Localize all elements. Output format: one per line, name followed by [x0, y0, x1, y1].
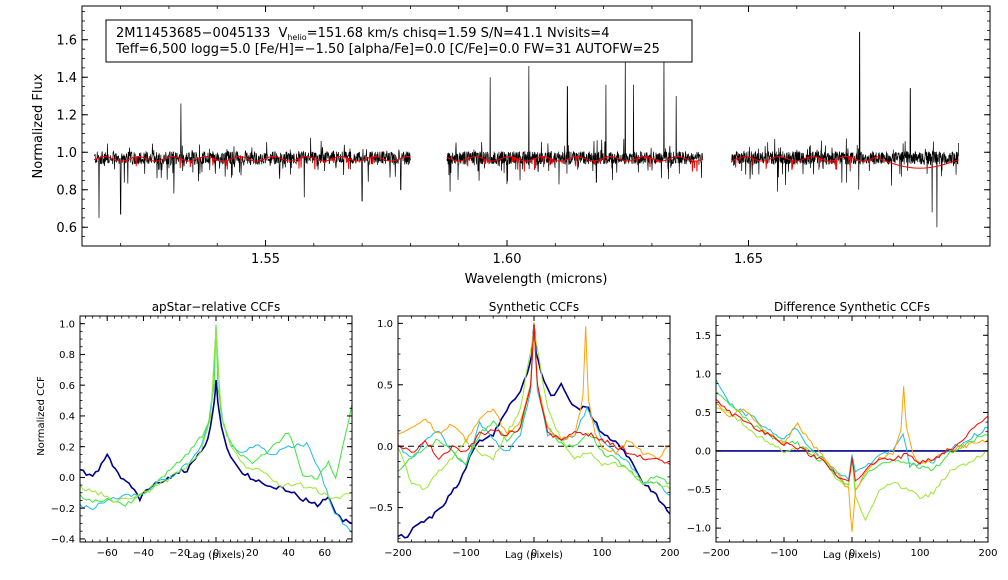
synthetic-ccf-panel: −200 −100 0 100 200 −0.5 0.0 0.5 1.0 Synthetic C…: [369, 300, 680, 561]
apstar-xtick-label: 60: [318, 548, 331, 559]
apstar-xtick-label: 40: [282, 548, 295, 559]
spectrum-ytick-label: 1.6: [56, 33, 77, 48]
difference-ccf-panel: −200 −100 0 100 200 −1.0 −0.5 0.0 0.5 1.0 1.5 Diff…: [687, 300, 998, 561]
spectrum-xtick-label: 1.65: [734, 252, 763, 267]
difference-xtick-label: −200: [702, 548, 729, 559]
difference-ytick-label: 0.5: [695, 408, 711, 419]
spectrum-panel: 1.55 1.60 1.65 0.6 0.8 1.0 1.2 1.4 1.6 Wavelengt…: [31, 5, 991, 287]
spectrum-ytick-label: 1.4: [56, 71, 77, 86]
apstar-xtick-label: 0: [213, 548, 219, 559]
synthetic-xtick-label: −100: [452, 548, 479, 559]
apstar-ytick-label: −0.2: [51, 504, 75, 515]
velocity-and-stats: =151.68 km/s chisq=1.59 S/N=41.1 Nvisits…: [307, 26, 610, 41]
spectrum-xtick-label: 1.55: [251, 252, 280, 267]
difference-xtick-label: −100: [770, 548, 797, 559]
difference-series-group: [716, 379, 988, 532]
difference-xtick-label: 200: [978, 548, 997, 559]
spectrum-ytick-label: 1.0: [56, 146, 77, 161]
spectrum-observed-line: [93, 103, 411, 218]
synthetic-series-red: [398, 323, 670, 466]
difference-series-lime: [716, 407, 988, 522]
difference-series-red: [716, 398, 988, 482]
spectrum-xlabel: Wavelength (microns): [465, 272, 608, 287]
apstar-ytick-label: 0.2: [59, 442, 75, 453]
synthetic-series-cyan: [398, 323, 670, 496]
apstar-xtick-label: −20: [169, 548, 190, 559]
parameter-line-1: 2M11453685−0045133 Vhelio=151.68 km/s chi…: [116, 26, 609, 42]
apstar-series-lime: [80, 329, 352, 503]
synthetic-xtick-label: −200: [384, 548, 411, 559]
apstar-ytick-label: 0.0: [59, 473, 75, 484]
spectrum-ytick-label: 1.2: [56, 108, 77, 123]
apstar-series-navy: [80, 380, 352, 525]
synthetic-ticks: −200 −100 0 100 200 −0.5 0.0 0.5 1.0: [369, 316, 680, 559]
synthetic-xlabel: Lag (pixels): [505, 550, 563, 561]
synthetic-xtick-label: 200: [660, 548, 679, 559]
spectrum-model-line: [446, 156, 703, 172]
synthetic-series-green: [398, 322, 670, 486]
difference-title: Difference Synthetic CCFs: [774, 300, 930, 314]
apstar-xtick-label: 20: [246, 548, 259, 559]
apstar-title: apStar−relative CCFs: [152, 300, 281, 314]
apstar-ticks: −60 −40 −20 0 20 40 60 −0.4 −0.2 0.0 0.2 0.4 0.6 0.8 1…: [51, 316, 352, 559]
difference-ytick-label: −0.5: [687, 485, 711, 496]
apstar-ytick-label: 0.4: [59, 412, 75, 423]
difference-ytick-label: 1.5: [695, 331, 711, 342]
apstar-ytick-label: 0.8: [59, 350, 75, 361]
spectrum-ylabel: Normalized Flux: [31, 73, 46, 178]
apstar-ytick-label: −0.4: [51, 535, 75, 546]
synthetic-ccf-marks: [398, 322, 670, 539]
apstar-xtick-label: −40: [133, 548, 154, 559]
apstar-ytick-label: 1.0: [59, 319, 75, 330]
difference-axes-frame: [715, 315, 989, 543]
apstar-ccf-marks: [80, 324, 352, 534]
apstar-ccf-panel: −60 −40 −20 0 20 40 60 −0.4 −0.2 0.0 0.2 0.4 0.6 0.8 1…: [36, 300, 353, 561]
spectrum-ytick-label: 0.8: [56, 183, 77, 198]
spectrum-ticks: 1.55 1.60 1.65 0.6 0.8 1.0 1.2 1.4 1.6: [56, 6, 990, 267]
star-id: 2M11453685−0045133: [116, 26, 270, 41]
synthetic-ytick-label: 0.5: [377, 380, 393, 391]
difference-ytick-label: −1.0: [687, 524, 711, 535]
synthetic-ytick-label: −0.5: [369, 503, 393, 514]
spectrum-model-line: [731, 156, 959, 170]
parameter-line-2: Teff=6,500 logg=5.0 [Fe/H]=−1.50 [alpha/…: [115, 42, 660, 57]
difference-ytick-label: 1.0: [695, 369, 711, 380]
synthetic-series-group: [398, 322, 670, 539]
difference-ticks: −200 −100 0 100 200 −1.0 −0.5 0.0 0.5 1.0 1.5: [687, 315, 998, 559]
apstar-ylabel: Normalized CCF: [36, 376, 47, 456]
difference-xtick-label: 100: [910, 548, 929, 559]
velocity-symbol: V: [278, 26, 287, 41]
synthetic-xtick-label: 0: [531, 548, 537, 559]
difference-ytick-label: 0.0: [695, 447, 711, 458]
synthetic-series-lime: [398, 329, 670, 491]
apstar-axes-frame: [79, 315, 353, 543]
spectrum-marks: [93, 31, 959, 228]
apstar-series-cyan: [80, 326, 352, 534]
spectrum-model-line: [93, 156, 411, 170]
synthetic-series-orange: [398, 322, 670, 459]
apstar-xlabel: Lag (pixels): [187, 550, 245, 561]
synthetic-xtick-label: 100: [592, 548, 611, 559]
velocity-subscript: helio: [287, 33, 306, 42]
synthetic-ytick-label: 1.0: [377, 319, 393, 330]
synthetic-ytick-label: 0.0: [377, 442, 393, 453]
parameter-box: 2M11453685−0045133 Vhelio=151.68 km/s chi…: [105, 19, 693, 63]
difference-xtick-label: 0: [849, 548, 855, 559]
synthetic-title: Synthetic CCFs: [489, 300, 579, 314]
difference-ccf-marks: [716, 379, 988, 532]
apstar-xtick-label: −60: [97, 548, 118, 559]
difference-xlabel: Lag (pixels): [823, 550, 881, 561]
spectrum-observed-line: [731, 31, 959, 228]
parameter-box-frame: [105, 19, 693, 63]
spectrum-xtick-label: 1.60: [493, 252, 522, 267]
apstar-series-group: [80, 324, 352, 534]
spectrum-ytick-label: 0.6: [56, 221, 77, 236]
spectrum-axes-frame: [81, 5, 991, 247]
apstar-ytick-label: 0.6: [59, 381, 75, 392]
apstar-series-green: [80, 324, 352, 507]
spectrum-observed-line: [446, 50, 703, 192]
